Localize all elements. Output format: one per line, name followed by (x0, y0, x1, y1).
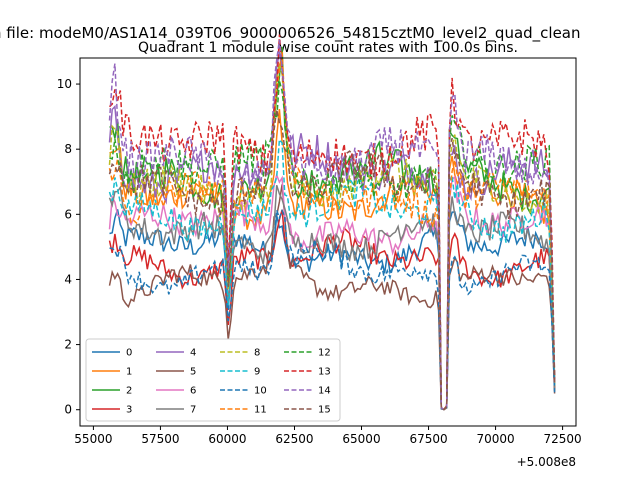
y-tick-label: 8 (64, 142, 72, 156)
legend-box (85, 338, 341, 422)
series-line-15 (108, 109, 556, 411)
legend-label: 1 (126, 367, 132, 378)
legend-label: 8 (254, 348, 260, 359)
legend-label: 5 (190, 367, 196, 378)
x-tick-label: 55000 (74, 432, 112, 446)
x-tick-label: 70000 (476, 432, 514, 446)
legend-label: 10 (254, 386, 267, 397)
series-line-9 (108, 137, 556, 411)
series-line-7 (108, 184, 556, 411)
x-tick-label: 72500 (544, 432, 582, 446)
x-tick-label: 57500 (141, 432, 179, 446)
plot-lines (108, 34, 556, 411)
x-tick-label: 62500 (275, 432, 313, 446)
legend-label: 4 (190, 348, 196, 359)
y-tick-label: 0 (64, 403, 72, 417)
legend-label: 7 (190, 405, 196, 416)
legend-label: 6 (190, 386, 196, 397)
legend-label: 11 (254, 405, 267, 416)
series-line-14 (108, 39, 556, 411)
x-offset-label: +5.008e8 (517, 455, 576, 469)
legend-label: 2 (126, 386, 132, 397)
series-line-10 (109, 208, 556, 411)
chart-suptitle: n file: modeM0/AS1A14_039T06_9000006526_… (0, 24, 581, 43)
y-tick-label: 6 (64, 207, 72, 221)
chart-title: Quadrant 1 module wise count rates with … (138, 40, 518, 56)
legend-label: 9 (254, 367, 260, 378)
series-line-0 (109, 209, 556, 411)
y-axis: 0 2 4 6 8 10 (57, 77, 80, 417)
legend-label: 3 (126, 405, 132, 416)
x-tick-label: 65000 (342, 432, 380, 446)
series-line-12 (109, 80, 556, 411)
y-tick-label: 10 (57, 77, 72, 91)
x-axis: 55000 57500 60000 62500 65000 67500 70000 72500 (74, 426, 582, 446)
x-tick-label: 60000 (208, 432, 246, 446)
y-tick-label: 4 (64, 272, 72, 286)
series-line-5 (108, 184, 556, 411)
legend-label: 0 (126, 348, 132, 359)
legend-label: 13 (318, 367, 331, 378)
x-tick-label: 67500 (409, 432, 447, 446)
axes-frame (79, 57, 577, 427)
legend-label: 15 (318, 405, 331, 416)
y-tick-label: 2 (64, 338, 72, 352)
legend-label: 12 (318, 348, 331, 359)
legend-label: 14 (318, 386, 331, 397)
